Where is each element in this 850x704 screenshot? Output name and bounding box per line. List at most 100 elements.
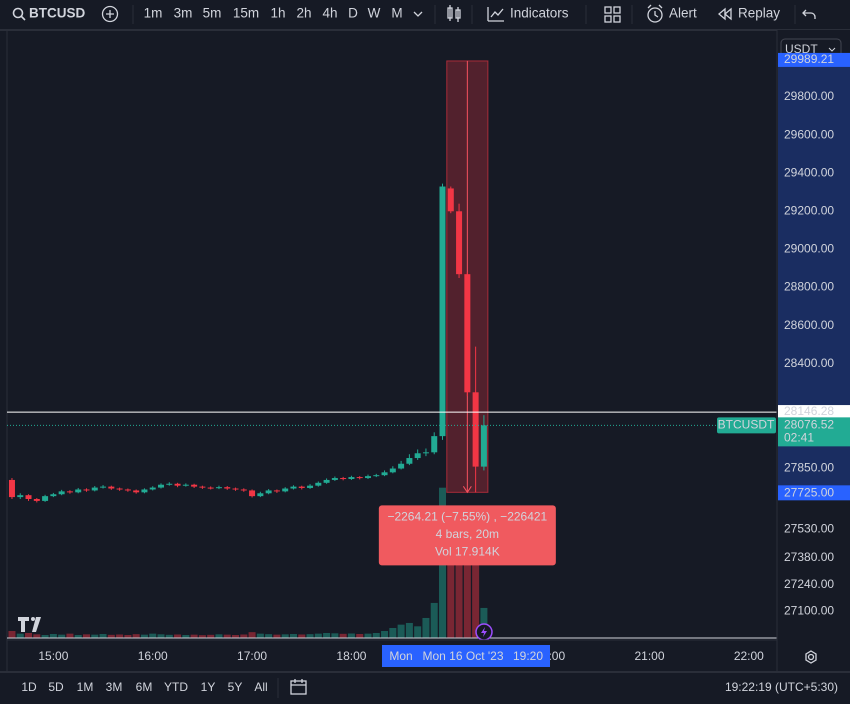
candle-body xyxy=(182,484,189,486)
volume-bar xyxy=(455,562,463,638)
candle-layer xyxy=(8,183,487,503)
range-button[interactable]: 5Y xyxy=(228,680,243,694)
volume-bar xyxy=(323,632,331,638)
price-tick-label: 29000.00 xyxy=(784,242,834,256)
measure-arrowhead xyxy=(462,486,472,494)
measure-high-label: 29989.21 xyxy=(784,52,834,66)
candle-body xyxy=(398,463,405,469)
volume-bar xyxy=(116,634,124,638)
interval-button[interactable]: M xyxy=(391,6,402,21)
volume-bar xyxy=(107,634,115,638)
candle-body xyxy=(472,392,479,467)
indicators-icon xyxy=(487,7,504,22)
volume-bar xyxy=(240,634,248,638)
candle-body xyxy=(348,477,355,479)
alert-button[interactable]: Alert xyxy=(669,6,697,21)
bar-countdown: 02:41 xyxy=(784,431,814,445)
volume-bar xyxy=(265,634,273,638)
replay-icon xyxy=(717,7,732,21)
interval-button[interactable]: D xyxy=(348,6,358,21)
chart-type-icon[interactable] xyxy=(447,5,461,22)
candle-body xyxy=(75,489,82,493)
interval-button[interactable]: 2h xyxy=(296,6,311,21)
interval-button[interactable]: 1m xyxy=(144,6,163,21)
volume-bar xyxy=(339,633,347,638)
candle-body xyxy=(298,486,305,488)
interval-button[interactable]: 5m xyxy=(203,6,222,21)
candle-body xyxy=(307,485,314,488)
range-button[interactable]: 3M xyxy=(106,680,123,694)
volume-bar xyxy=(207,634,215,638)
time-tick-label: 16:00 xyxy=(138,649,168,663)
currency-chevron xyxy=(828,47,836,52)
bottom-bar: 1D 5D 1M 3M 6M YTD 1Y 5Y All xyxy=(21,680,267,694)
candle-body xyxy=(224,487,231,489)
range-button[interactable]: YTD xyxy=(164,680,188,694)
volume-bar xyxy=(414,626,422,638)
interval-button[interactable]: 4h xyxy=(322,6,337,21)
range-button[interactable]: 1Y xyxy=(201,680,216,694)
candle-body xyxy=(17,495,24,498)
tooltip-change: −2264.21 (−7.55%) , −226421 xyxy=(387,510,547,524)
volume-bar xyxy=(157,634,165,638)
volume-bar xyxy=(190,634,198,638)
candle-body xyxy=(414,453,421,459)
crosshair-time-highlight xyxy=(382,645,550,667)
search-icon[interactable] xyxy=(12,7,24,19)
tooltip-bars: 4 bars, 20m xyxy=(436,527,499,541)
volume-bar xyxy=(248,632,256,638)
candle-body xyxy=(282,488,289,492)
candle-body xyxy=(232,488,239,490)
plot-area: −2264.21 (−7.55%) , −226421 4 bars, 20m Vo… xyxy=(7,60,777,640)
candle-body xyxy=(290,486,297,489)
candle-body xyxy=(133,490,140,493)
volume-bar xyxy=(198,635,206,638)
volume-bar xyxy=(99,633,107,638)
candle-body xyxy=(141,489,148,493)
interval-dropdown[interactable] xyxy=(413,11,423,17)
candle-body xyxy=(33,499,40,501)
tooltip-volume: Vol 17.914K xyxy=(435,545,500,559)
candle-body xyxy=(265,490,272,494)
symbol[interactable]: BTCUSD xyxy=(29,6,85,21)
indicators-button[interactable]: Indicators xyxy=(510,6,569,21)
toolbar: BTCUSD Indicators Alert Replay 1m 3m 5m 15m… xyxy=(12,4,816,24)
layout-icon[interactable] xyxy=(604,6,621,23)
volume-bar xyxy=(397,624,405,638)
price-tick-label: 29200.00 xyxy=(784,203,834,217)
range-button[interactable]: 5D xyxy=(48,680,64,694)
volume-bar xyxy=(124,634,132,638)
last-price-label: 28076.52 xyxy=(784,418,834,432)
range-button[interactable]: 6M xyxy=(136,680,153,694)
replay-button[interactable]: Replay xyxy=(738,6,780,21)
add-symbol[interactable] xyxy=(101,5,119,23)
interval-button[interactable]: W xyxy=(368,6,381,21)
interval-button[interactable]: 1h xyxy=(270,6,285,21)
settings-icon[interactable] xyxy=(805,650,817,664)
goto-date-icon[interactable] xyxy=(290,679,307,695)
interval-button[interactable]: 15m xyxy=(233,6,259,21)
measure-high-badge xyxy=(778,52,850,67)
candle-body xyxy=(406,458,413,464)
volume-bar xyxy=(232,634,240,638)
candle-body xyxy=(439,186,446,437)
range-button[interactable]: 1M xyxy=(77,680,94,694)
candle-body xyxy=(464,274,471,393)
undo-button[interactable] xyxy=(802,9,816,19)
volume-bar xyxy=(372,632,380,638)
time-tick-label: 22:00 xyxy=(734,649,764,663)
interval-button[interactable]: 3m xyxy=(174,6,193,21)
volume-bar xyxy=(66,633,74,638)
candle-body xyxy=(25,495,32,500)
candle-body xyxy=(480,425,487,467)
volume-bar xyxy=(331,633,339,638)
volume-bar xyxy=(472,562,480,638)
range-button[interactable]: 1D xyxy=(21,680,37,694)
range-button[interactable]: All xyxy=(254,680,267,694)
candle-body xyxy=(149,487,156,490)
search-icon-handle xyxy=(20,15,26,21)
candle-body xyxy=(66,491,73,493)
price-tick-label: 27380.00 xyxy=(784,550,834,564)
